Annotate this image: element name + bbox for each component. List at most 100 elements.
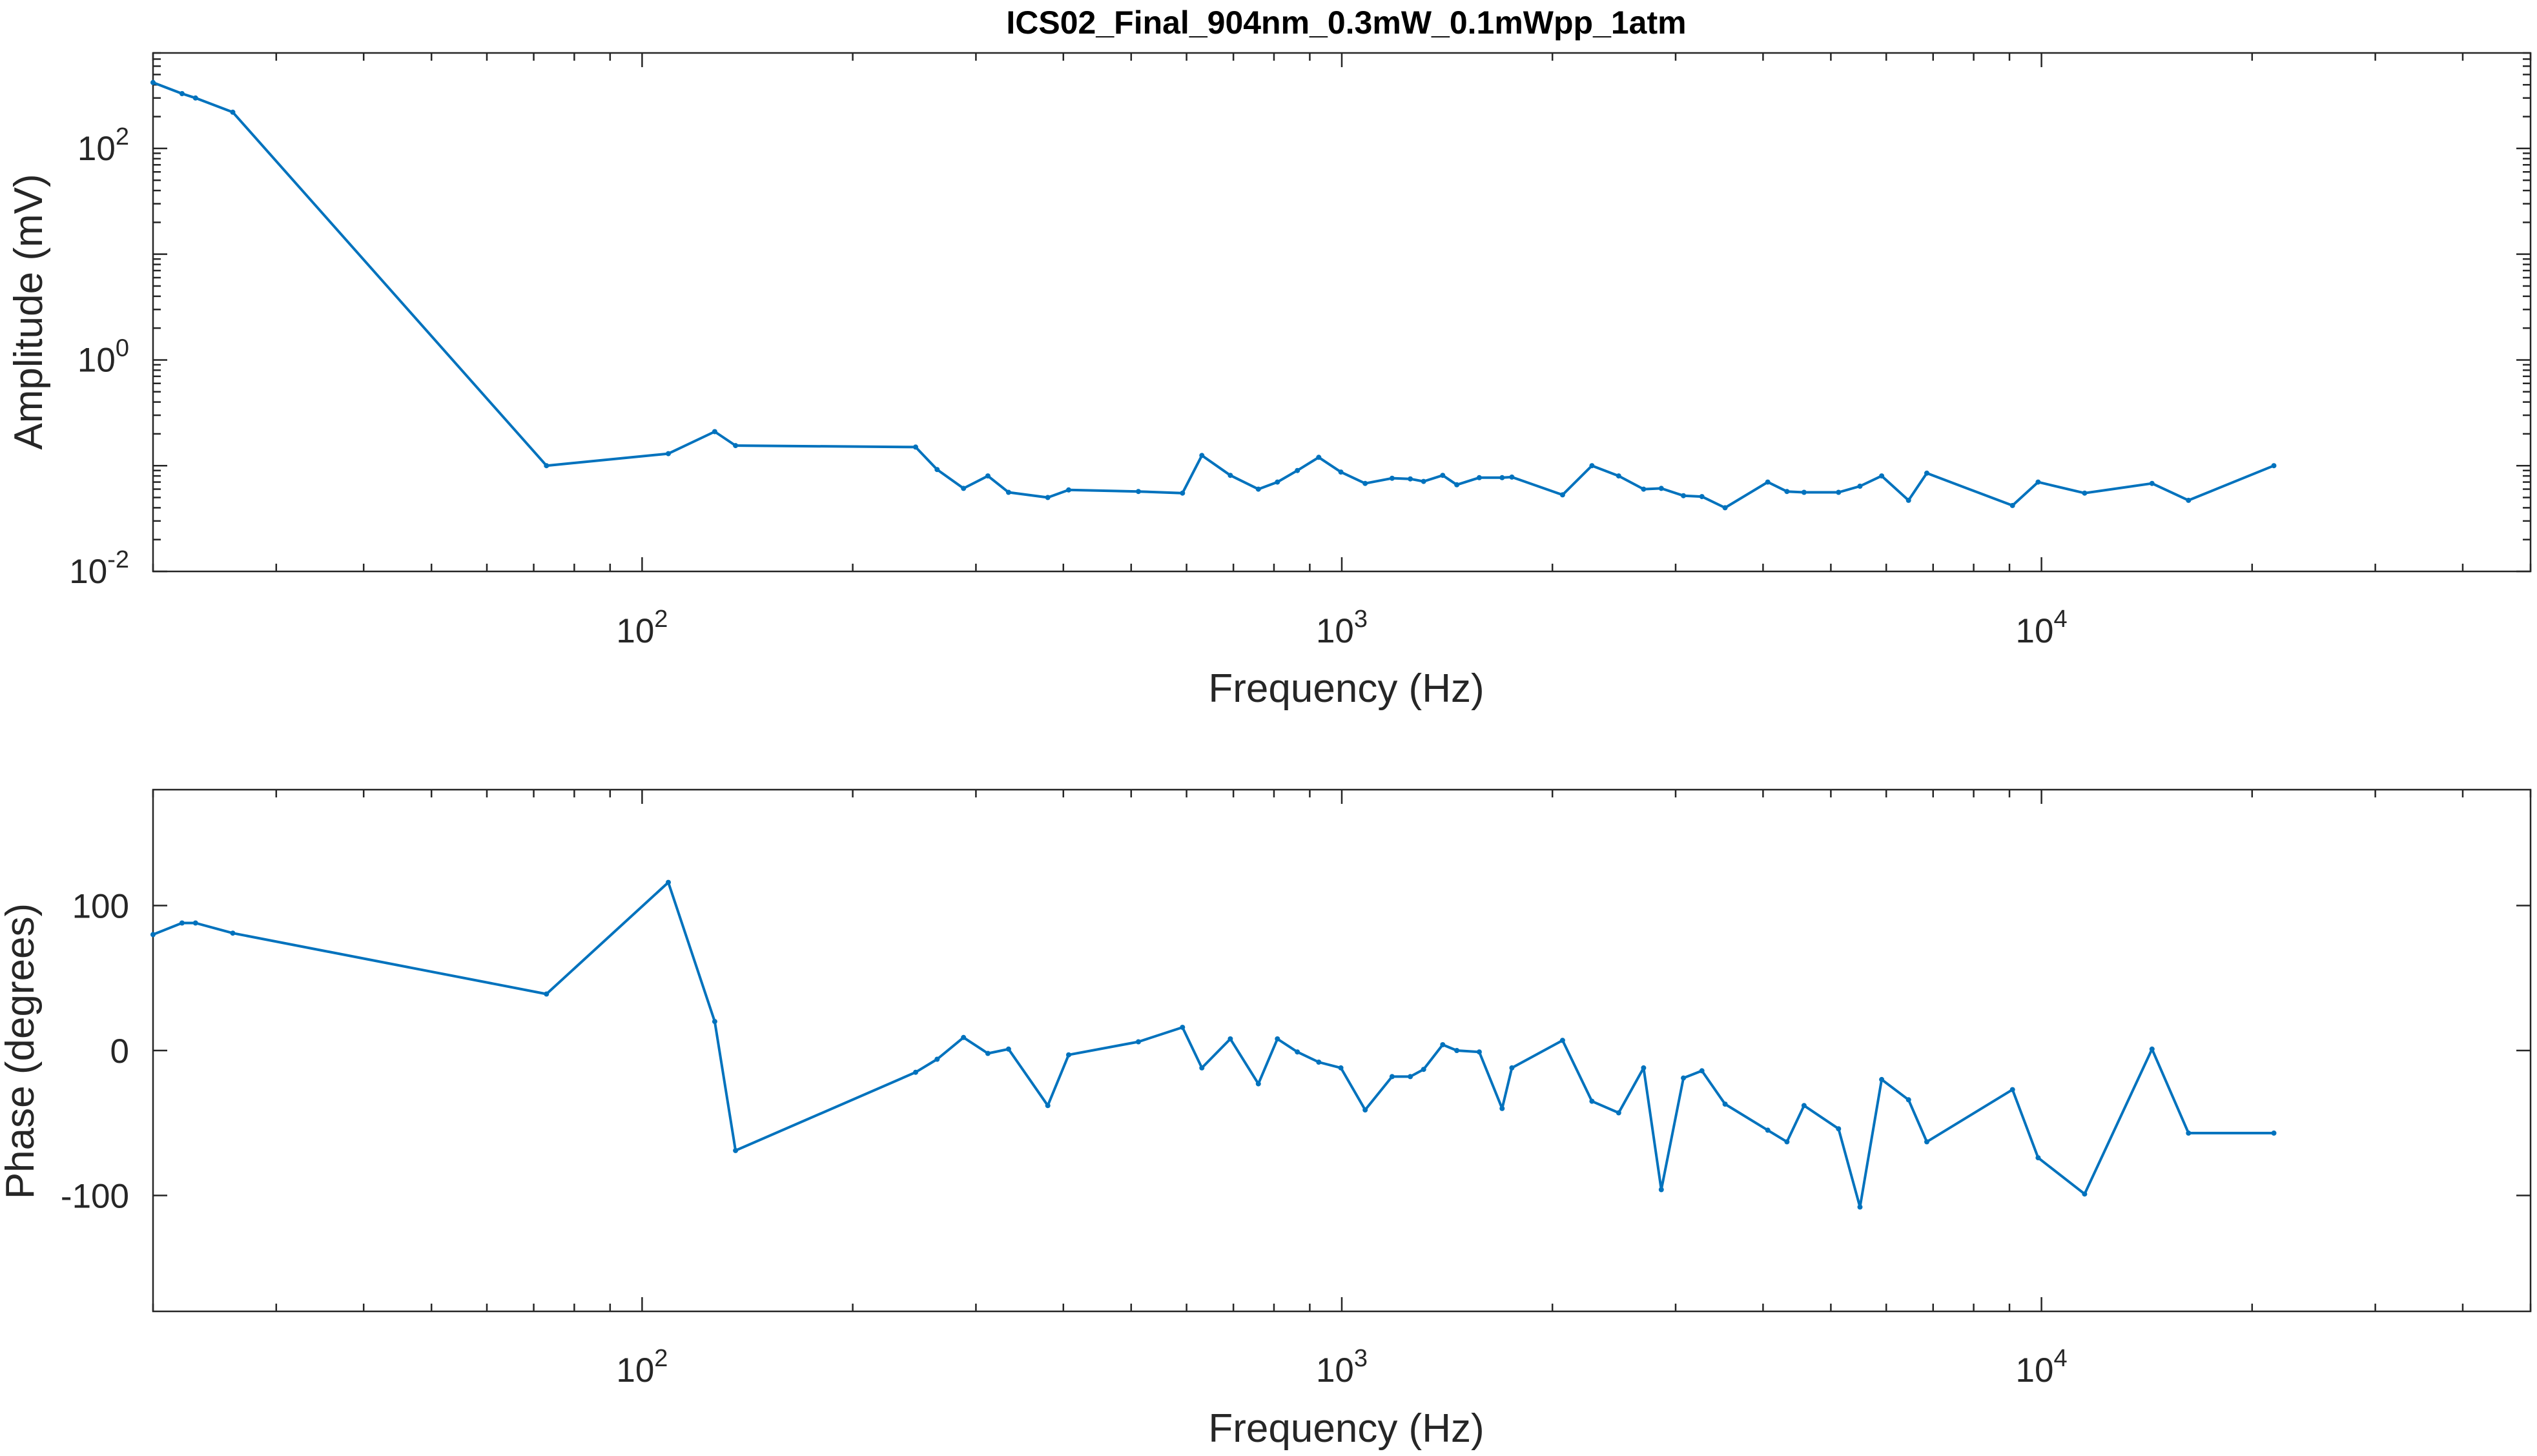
phase-y-axis-label: Phase (degrees) — [0, 903, 43, 1199]
data-point — [1509, 474, 1515, 480]
data-point — [1616, 1110, 1621, 1116]
data-point — [1559, 1038, 1565, 1043]
data-point — [1879, 473, 1885, 479]
y-tick-label: -100 — [61, 1177, 129, 1215]
data-point — [1801, 1103, 1807, 1109]
data-point — [934, 1056, 940, 1062]
data-point — [1905, 497, 1911, 503]
data-point — [1924, 470, 1929, 476]
data-point — [1045, 1103, 1051, 1109]
data-point — [1295, 1049, 1300, 1055]
data-point — [2035, 1155, 2041, 1161]
data-point — [961, 1034, 967, 1040]
data-point — [1509, 1065, 1515, 1071]
amplitude-x-axis-label: Frequency (Hz) — [1208, 666, 1484, 711]
data-point — [150, 932, 156, 938]
x-tick-label: 104 — [2016, 606, 2068, 650]
data-point — [1199, 1065, 1205, 1071]
data-point — [913, 1069, 918, 1075]
data-point — [2149, 480, 2155, 486]
data-point — [192, 95, 198, 101]
phase-series — [150, 879, 2277, 1210]
data-point — [1005, 489, 1011, 495]
data-point — [150, 79, 156, 85]
data-point — [1836, 1126, 1842, 1132]
data-point — [2082, 490, 2088, 496]
data-point — [2009, 502, 2015, 508]
data-point — [985, 473, 991, 479]
data-point — [1499, 475, 1505, 480]
data-point — [2186, 1130, 2192, 1136]
data-point — [2149, 1046, 2155, 1052]
y-tick-label: 102 — [77, 123, 129, 168]
data-point — [712, 429, 717, 435]
data-point — [1255, 1081, 1261, 1087]
data-point — [1066, 1052, 1071, 1058]
data-point — [934, 467, 940, 473]
data-point — [913, 444, 918, 450]
data-point — [2186, 497, 2192, 503]
data-point — [1338, 1065, 1344, 1071]
data-point — [230, 930, 236, 936]
data-point — [733, 1147, 739, 1153]
data-point — [544, 991, 550, 997]
data-point — [1421, 478, 1426, 484]
data-point — [179, 920, 185, 926]
data-point — [1275, 1036, 1280, 1041]
data-point — [1362, 480, 1368, 486]
data-point — [1616, 473, 1621, 479]
data-point — [1589, 1098, 1595, 1104]
data-point — [1316, 1060, 1322, 1065]
data-point — [1362, 1107, 1368, 1113]
data-point — [1199, 453, 1205, 458]
data-point — [1408, 476, 1413, 482]
phase-tick-marks — [152, 790, 2532, 1311]
data-point — [1454, 1048, 1460, 1053]
data-point — [1658, 486, 1664, 491]
data-point — [1180, 1025, 1186, 1030]
data-point — [1641, 486, 1647, 492]
data-point — [1045, 495, 1051, 500]
y-tick-label: 10-2 — [69, 546, 129, 591]
amplitude-y-axis-label: Amplitude (mV) — [6, 174, 51, 449]
data-point — [2271, 463, 2277, 469]
data-point — [1066, 487, 1071, 493]
data-point — [1499, 1105, 1505, 1111]
x-tick-label: 102 — [616, 606, 668, 650]
data-point — [1559, 492, 1565, 498]
data-point — [1784, 489, 1790, 495]
data-point — [1857, 1204, 1863, 1210]
data-point — [1227, 1036, 1233, 1041]
data-point — [1136, 489, 1141, 495]
data-point — [1408, 1074, 1413, 1080]
amplitude-series — [150, 79, 2277, 511]
data-point — [1784, 1139, 1790, 1145]
phase-x-tick-labels: 102 103 104 — [616, 1345, 2067, 1389]
data-point — [2082, 1191, 2088, 1197]
data-point — [1924, 1139, 1929, 1145]
data-point — [1389, 1074, 1395, 1080]
data-point — [1699, 1068, 1705, 1074]
data-point — [1440, 473, 1446, 478]
phase-x-axis-label: Frequency (Hz) — [1208, 1406, 1484, 1451]
data-point — [1316, 455, 1322, 460]
data-point — [985, 1051, 991, 1056]
data-point — [666, 879, 671, 885]
x-tick-label: 103 — [1316, 606, 1368, 650]
data-point — [1255, 486, 1261, 492]
x-tick-label: 104 — [2016, 1345, 2068, 1389]
data-point — [1454, 482, 1460, 487]
data-point — [1338, 469, 1344, 475]
data-point — [961, 486, 967, 491]
y-tick-label: 100 — [72, 888, 129, 926]
phase-plot: 102 103 104 100 0 -100 Frequency (Hz) Phase … — [0, 788, 2532, 1451]
data-point — [1295, 467, 1300, 473]
data-point — [1180, 490, 1186, 496]
data-point — [544, 463, 550, 469]
x-tick-label: 103 — [1316, 1345, 1368, 1389]
amplitude-x-tick-labels: 102 103 104 — [616, 606, 2067, 650]
data-point — [1389, 475, 1395, 481]
data-point — [1765, 479, 1771, 485]
phase-y-tick-labels: 100 0 -100 — [61, 888, 129, 1216]
